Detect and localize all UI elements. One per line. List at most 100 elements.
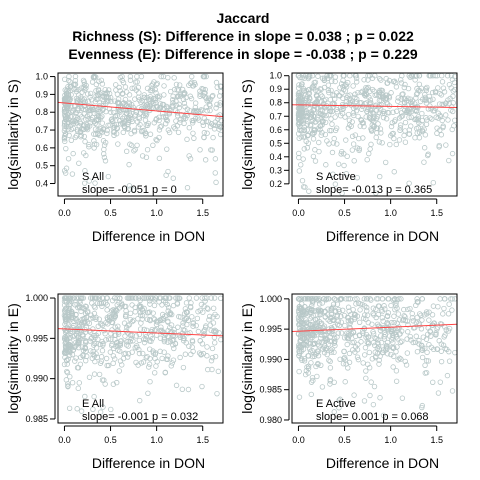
scatter-point [337, 356, 343, 362]
scatter-point [297, 327, 304, 334]
scatter-point [94, 111, 101, 117]
scatter-point [381, 336, 388, 342]
scatter-point [412, 134, 418, 141]
scatter-point [154, 359, 160, 365]
scatter-point [127, 338, 133, 345]
scatter-point [305, 363, 312, 369]
scatter-point [396, 137, 403, 143]
scatter-point [84, 353, 90, 359]
y-axis-title: log(similarity in S) [5, 79, 21, 189]
scatter-point [356, 332, 363, 338]
scatter-point [395, 98, 401, 104]
scatter-point [162, 369, 169, 376]
scatter-point [77, 361, 84, 367]
scatter-point [306, 188, 312, 194]
scatter-point [393, 108, 400, 114]
scatter-point [132, 304, 138, 311]
scatter-point [121, 351, 127, 357]
scatter-point [193, 322, 199, 329]
scatter-point [138, 320, 144, 326]
scatter-point [383, 343, 389, 349]
scatter-point [75, 98, 81, 104]
scatter-point [63, 145, 69, 152]
scatter-point [193, 295, 200, 301]
scatter-point [148, 106, 154, 112]
scatter-point [61, 361, 68, 368]
scatter-point [425, 358, 432, 364]
scatter-point [65, 126, 71, 132]
scatter-point [163, 356, 170, 362]
scatter-point [377, 87, 383, 94]
scatter-point [98, 354, 105, 360]
scatter-point [105, 336, 112, 342]
slope-annotation: slope= -0.013 p = 0.365 [316, 184, 432, 196]
scatter-point [88, 335, 94, 342]
scatter-point [327, 108, 333, 114]
scatter-point [441, 89, 448, 95]
scatter-point [192, 100, 199, 106]
scatter-point [87, 90, 94, 97]
scatter-point [145, 295, 151, 301]
scatter-point [142, 331, 149, 337]
scatter-point [137, 397, 143, 404]
scatter-point [67, 349, 73, 355]
scatter-point [62, 76, 68, 83]
scatter-point [366, 364, 373, 371]
scatter-point [304, 127, 310, 133]
scatter-point [441, 334, 447, 340]
scatter-point [89, 300, 95, 306]
scatter-points [61, 73, 224, 193]
scatter-point [64, 369, 71, 376]
scatter-point [194, 315, 201, 322]
scatter-point [377, 126, 384, 132]
scatter-point [352, 333, 359, 340]
scatter-point [157, 104, 164, 110]
scatter-point [313, 308, 319, 314]
scatter-point [393, 84, 400, 90]
scatter-point [72, 78, 79, 84]
scatter-point [364, 304, 370, 311]
scatter-point [122, 96, 129, 103]
scatter-point [305, 75, 312, 82]
scatter-point [109, 319, 116, 326]
scatter-point [409, 310, 415, 317]
scatter-point [176, 82, 183, 88]
scatter-point [157, 348, 163, 355]
scatter-point [449, 388, 456, 394]
scatter-point [419, 317, 425, 323]
scatter-point [127, 186, 133, 192]
scatter-point [435, 390, 442, 396]
scatter-point [204, 344, 210, 350]
scatter-point [171, 75, 177, 81]
scatter-point [71, 86, 77, 92]
scatter-point [370, 401, 377, 408]
scatter-point [75, 385, 81, 392]
scatter-point [318, 92, 324, 98]
scatter-point [393, 378, 400, 384]
scatter-point [393, 348, 399, 355]
scatter-point [123, 313, 129, 320]
scatter-point [173, 98, 179, 104]
scatter-point [416, 81, 423, 87]
scatter-point [68, 126, 75, 133]
scatter-point [405, 329, 411, 335]
scatter-point [428, 344, 435, 350]
scatter-point [448, 296, 454, 302]
scatter-point [161, 83, 167, 89]
scatter-point [354, 354, 361, 360]
scatter-point [118, 121, 124, 127]
scatter-point [331, 135, 337, 142]
scatter-point [126, 101, 133, 107]
scatter-point [119, 73, 125, 80]
scatter-point [338, 112, 344, 119]
scatter-point [425, 151, 431, 157]
scatter-point [116, 84, 122, 91]
scatter-point [125, 117, 132, 124]
scatter-point [438, 132, 445, 138]
scatter-point [401, 95, 407, 102]
scatter-point [434, 125, 440, 131]
scatter-point [407, 333, 413, 340]
scatter-point [92, 99, 99, 105]
scatter-points [61, 295, 224, 415]
scatter-point [350, 83, 356, 89]
